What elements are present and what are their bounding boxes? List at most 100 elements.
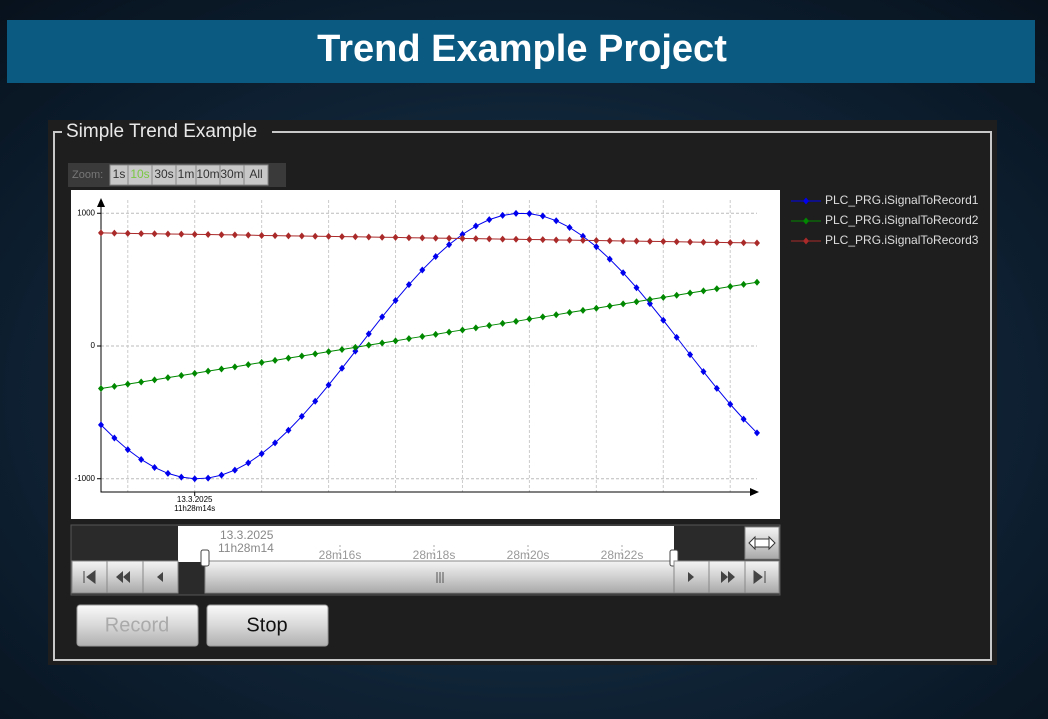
data-point xyxy=(285,426,292,434)
data-point xyxy=(566,309,573,317)
first-icon xyxy=(83,570,96,584)
data-point xyxy=(312,397,319,405)
data-point xyxy=(405,234,412,242)
header-bar xyxy=(7,20,1035,83)
y-tick-label: -1000 xyxy=(75,474,96,483)
timeline-label: 28m18s xyxy=(413,548,456,562)
data-point xyxy=(164,469,171,477)
data-point xyxy=(606,255,613,263)
timeline-window xyxy=(178,526,674,562)
data-point xyxy=(754,278,760,286)
data-point xyxy=(338,364,345,372)
data-point xyxy=(245,231,252,239)
data-point xyxy=(111,434,118,442)
chart: -1000 0 1000 13.3.2025 11h28m14s xyxy=(75,198,760,513)
zoom-option: 1m xyxy=(178,167,195,181)
legend-marker xyxy=(803,217,809,225)
stop-button[interactable] xyxy=(206,604,329,647)
timeline-date: 13.3.2025 xyxy=(220,528,274,542)
data-point xyxy=(579,306,586,314)
chart-area xyxy=(71,190,780,519)
data-point xyxy=(272,232,279,240)
data-point xyxy=(459,234,466,242)
data-point xyxy=(138,230,145,238)
data-point xyxy=(754,429,760,437)
stop-label: Stop xyxy=(246,614,287,636)
data-point xyxy=(499,235,506,243)
y-tick-label: 1000 xyxy=(77,208,95,217)
data-point xyxy=(432,234,439,242)
data-point xyxy=(633,298,640,306)
fit-icon xyxy=(748,535,776,551)
data-point xyxy=(446,234,453,242)
data-point xyxy=(660,238,667,246)
fast-back-icon xyxy=(116,571,130,583)
data-point xyxy=(687,238,694,246)
data-point xyxy=(338,233,345,241)
data-point xyxy=(513,235,520,243)
data-point xyxy=(754,239,760,247)
data-point xyxy=(419,266,426,274)
data-point xyxy=(178,473,185,481)
data-point xyxy=(432,253,439,261)
data-point xyxy=(579,236,586,244)
data-point xyxy=(660,293,667,301)
data-point xyxy=(98,421,104,429)
zoom-label: Zoom: xyxy=(72,169,103,181)
timeline-start: 11h28m14 xyxy=(218,541,274,555)
data-point xyxy=(526,210,533,218)
data-point xyxy=(285,232,292,240)
data-point xyxy=(124,380,131,388)
data-point xyxy=(539,212,546,220)
data-point xyxy=(593,236,600,244)
legend-marker xyxy=(803,197,809,205)
data-point xyxy=(205,474,212,482)
data-point xyxy=(405,281,412,289)
data-point xyxy=(566,223,573,231)
data-point xyxy=(446,241,453,249)
data-point xyxy=(272,356,279,364)
data-point xyxy=(298,232,305,240)
data-point xyxy=(526,315,533,323)
zoom-button[interactable] xyxy=(243,164,269,186)
data-point xyxy=(151,376,158,384)
legend-label: PLC_PRG.iSignalToRecord1 xyxy=(825,193,979,207)
data-point xyxy=(646,237,653,245)
axes xyxy=(100,200,757,493)
data-point xyxy=(178,230,185,238)
data-point xyxy=(352,347,359,355)
data-point xyxy=(539,236,546,244)
data-point xyxy=(191,475,198,483)
data-point xyxy=(660,316,667,324)
data-point xyxy=(151,463,158,471)
data-point xyxy=(312,350,319,358)
data-point xyxy=(646,296,653,304)
left-handle[interactable] xyxy=(200,549,210,567)
data-point xyxy=(379,233,386,241)
data-point xyxy=(606,237,613,245)
data-point xyxy=(713,285,720,293)
data-point xyxy=(325,348,332,356)
data-point xyxy=(472,324,479,332)
data-point xyxy=(191,230,198,238)
data-point xyxy=(727,239,734,247)
data-point xyxy=(365,341,372,349)
back-icon xyxy=(157,572,163,582)
data-point xyxy=(338,345,345,353)
data-point xyxy=(620,300,627,308)
data-point xyxy=(593,304,600,312)
data-point xyxy=(138,378,145,386)
data-point xyxy=(258,450,265,458)
data-point xyxy=(499,211,506,219)
legend-marker xyxy=(803,237,809,245)
data-point xyxy=(579,232,586,240)
data-point xyxy=(526,236,533,244)
last-icon xyxy=(753,570,766,584)
data-point xyxy=(379,313,386,321)
data-point xyxy=(298,412,305,420)
forward-icon xyxy=(688,572,694,582)
zoom-bar: Zoom: 1s 10s 30s 1m 10m 30m All xyxy=(68,163,286,187)
record-button[interactable] xyxy=(76,604,199,647)
data-point xyxy=(365,233,372,241)
data-point xyxy=(312,232,319,240)
